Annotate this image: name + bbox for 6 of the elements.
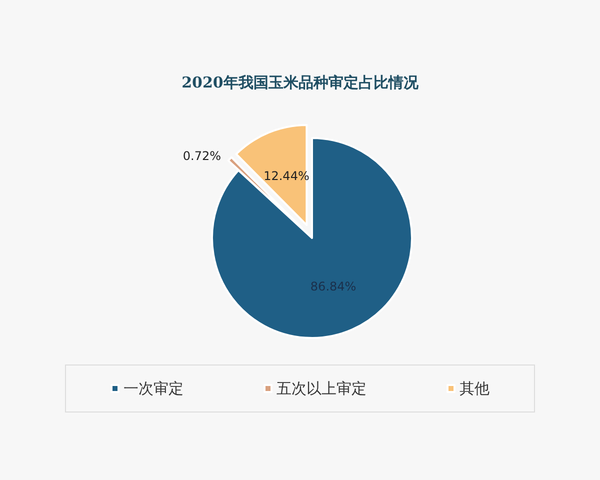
data-label: 0.72% [182,149,222,164]
legend-label: 其他 [460,380,490,398]
legend-label: 五次以上审定 [276,380,366,398]
data-label: 86.84% [310,280,356,294]
legend-label: 一次审定 [124,380,184,398]
chart-title: 2020年我国玉米品种审定占比情况 [182,74,420,92]
